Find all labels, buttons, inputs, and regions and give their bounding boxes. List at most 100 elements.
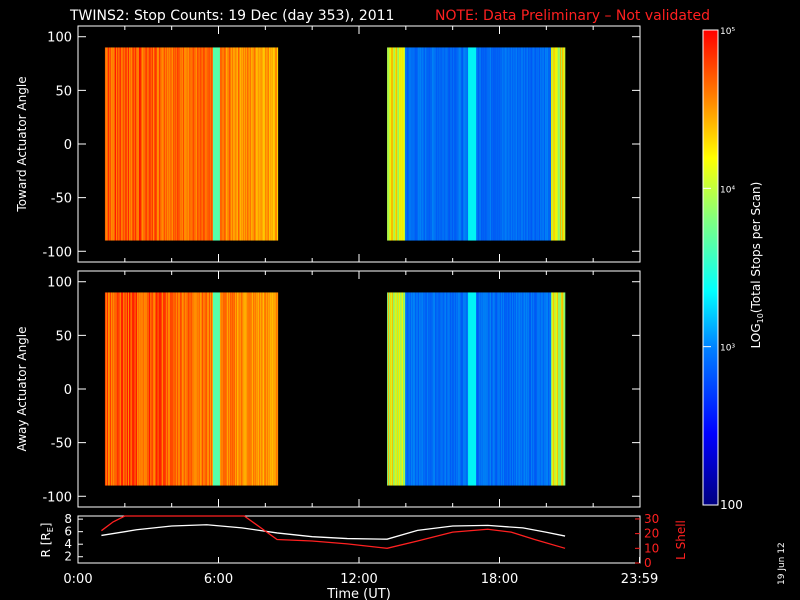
heatmap-column [404,292,406,486]
heatmap-column [509,292,511,486]
heatmap-column [527,47,529,241]
heatmap-column [267,292,270,486]
heatmap-column [108,292,111,486]
heatmap-column [209,47,212,241]
heatmap-column [162,47,165,241]
heatmap-column [260,47,263,241]
heatmap-column [457,47,459,241]
heatmap-column [490,47,492,241]
heatmap-column [488,47,490,241]
heatmap-column [416,292,418,486]
heatmap-column [499,292,501,486]
heatmap-column [234,292,237,486]
heatmap-column [390,47,392,241]
heatmap-column [258,292,261,486]
heatmap-column [247,47,250,241]
heatmap-column [154,292,157,486]
heatmap-column [412,47,414,241]
heatmap-column [105,47,108,241]
heatmap-column [445,47,447,241]
heatmap-column [216,47,219,241]
heatmap-column [429,47,431,241]
heatmap-column [225,292,228,486]
heatmap-column [165,47,168,241]
heatmap-column [221,292,224,486]
heatmap-column [408,292,410,486]
heatmap-column [403,292,405,486]
heatmap-column [507,47,509,241]
heatmap-column [440,47,442,241]
heatmap-column [430,292,432,486]
heatmap-column [191,47,194,241]
heatmap-column [250,292,253,486]
heatmap-column [453,47,455,241]
heatmap-column [138,292,141,486]
heatmap-column [480,47,482,241]
heatmap-column [266,292,269,486]
heatmap-column [204,47,207,241]
heatmap-column [428,47,430,241]
heatmap-column [532,47,534,241]
heatmap-column [141,47,144,241]
heatmap-column [388,292,390,486]
heatmap-column [232,292,235,486]
heatmap-column [177,292,180,486]
heatmap-column [409,292,411,486]
heatmap-column [212,47,215,241]
heatmap-column [275,47,278,241]
heatmap-column [530,292,532,486]
heatmap-column [432,47,434,241]
heatmap-column [241,292,244,486]
heatmap-column [389,47,391,241]
heatmap-column [520,47,522,241]
plot-frame [77,515,641,564]
heatmap-column [529,47,531,241]
heatmap-column [183,47,186,241]
heatmap-column [259,47,262,241]
heatmap-column [112,292,115,486]
heatmap-column [528,292,530,486]
heatmap-column [172,47,175,241]
series-line-r [101,524,566,540]
x-tick-label: 18:00 [481,572,518,587]
heatmap-column [465,47,467,241]
heatmap-column [128,292,131,486]
y-tick-label: 100 [47,31,72,46]
heatmap-column [544,47,546,241]
heatmap-column [231,47,234,241]
heatmap-column [167,47,170,241]
heatmap-column [452,47,454,241]
heatmap-column [127,292,130,486]
heatmap-column [106,292,109,486]
heatmap-column [148,47,151,241]
heatmap-column [258,47,261,241]
heatmap-column [150,292,153,486]
heatmap-column [510,292,512,486]
heatmap-column [147,292,150,486]
heatmap-column [108,47,111,241]
heatmap-column [219,292,222,486]
heatmap-column [166,47,169,241]
heatmap-column [207,47,210,241]
heatmap-column [239,47,242,241]
heatmap-column [541,47,543,241]
heatmap-column [439,47,441,241]
heatmap-column [501,292,503,486]
heatmap-column [156,292,159,486]
heatmap-column [401,47,403,241]
heatmap-column [157,47,160,241]
heatmap-column [246,47,249,241]
heatmap-column [158,292,161,486]
heatmap-column [539,47,541,241]
heatmap-column [163,47,166,241]
heatmap-column [238,292,241,486]
heatmap-column [513,292,515,486]
heatmap-column [506,47,508,241]
heatmap-column [489,292,491,486]
heatmap-column [422,47,424,241]
heatmap-column [248,292,251,486]
heatmap-column [201,292,204,486]
heatmap-column [193,47,196,241]
heatmap-column [426,292,428,486]
